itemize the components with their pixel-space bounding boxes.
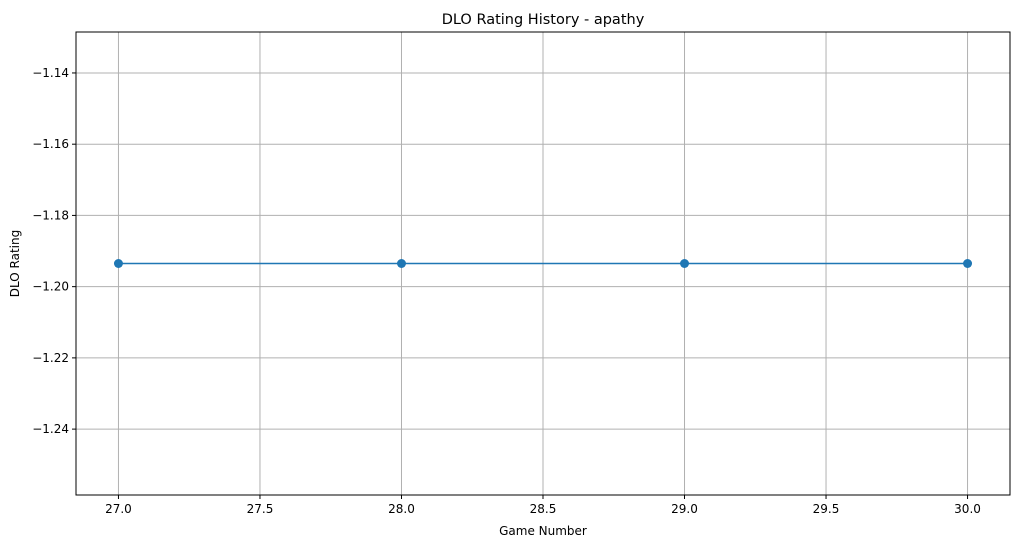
x-axis-label: Game Number xyxy=(499,524,587,538)
data-point xyxy=(113,259,123,268)
chart-title: DLO Rating History - apathy xyxy=(442,12,645,28)
y-tick-label: −1.24 xyxy=(32,422,69,436)
data-point xyxy=(680,259,690,268)
y-tick-label: −1.18 xyxy=(32,208,69,222)
data-point xyxy=(963,259,973,268)
y-tick-label: −1.20 xyxy=(32,280,69,294)
y-tick-label: −1.14 xyxy=(32,66,69,80)
plot-data xyxy=(113,259,973,268)
y-tick-label: −1.22 xyxy=(32,351,69,365)
x-tick-label: 30.0 xyxy=(954,502,981,516)
x-tick-label: 27.0 xyxy=(105,502,132,516)
y-tick-label: −1.16 xyxy=(32,137,69,151)
y-axis-label: DLO Rating xyxy=(8,230,22,297)
x-tick-label: 29.0 xyxy=(671,502,698,516)
x-tick-label: 28.5 xyxy=(530,502,557,516)
x-tick-label: 28.0 xyxy=(388,502,415,516)
x-tick-label: 27.5 xyxy=(247,502,274,516)
data-point xyxy=(396,259,406,268)
x-tick-label: 29.5 xyxy=(813,502,840,516)
ticks: 27.0 27.5 28.0 28.5 29.0 29.5 30.0 −1.14 −1.16 −1… xyxy=(32,66,981,516)
